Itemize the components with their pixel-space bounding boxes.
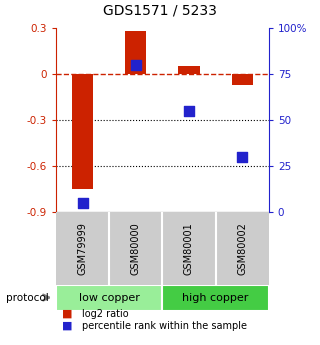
Bar bbox=[232, 74, 253, 85]
Point bbox=[133, 62, 138, 67]
Bar bbox=[72, 74, 93, 189]
Text: percentile rank within the sample: percentile rank within the sample bbox=[82, 321, 247, 331]
Text: log2 ratio: log2 ratio bbox=[82, 309, 128, 319]
Point bbox=[240, 154, 245, 159]
Text: GSM79999: GSM79999 bbox=[77, 222, 88, 275]
Bar bbox=[56, 285, 163, 310]
Bar bbox=[163, 285, 269, 310]
Text: ■: ■ bbox=[62, 309, 73, 319]
Text: GSM80000: GSM80000 bbox=[131, 222, 141, 275]
Text: GSM80002: GSM80002 bbox=[237, 222, 247, 275]
Text: protocol: protocol bbox=[6, 293, 49, 303]
Point bbox=[80, 200, 85, 206]
Text: ■: ■ bbox=[62, 321, 73, 331]
Text: high copper: high copper bbox=[182, 293, 249, 303]
Text: GSM80001: GSM80001 bbox=[184, 222, 194, 275]
Text: GDS1571 / 5233: GDS1571 / 5233 bbox=[103, 3, 217, 17]
Bar bbox=[178, 66, 200, 74]
Bar bbox=[125, 31, 147, 74]
Point bbox=[187, 108, 192, 114]
Text: low copper: low copper bbox=[79, 293, 140, 303]
